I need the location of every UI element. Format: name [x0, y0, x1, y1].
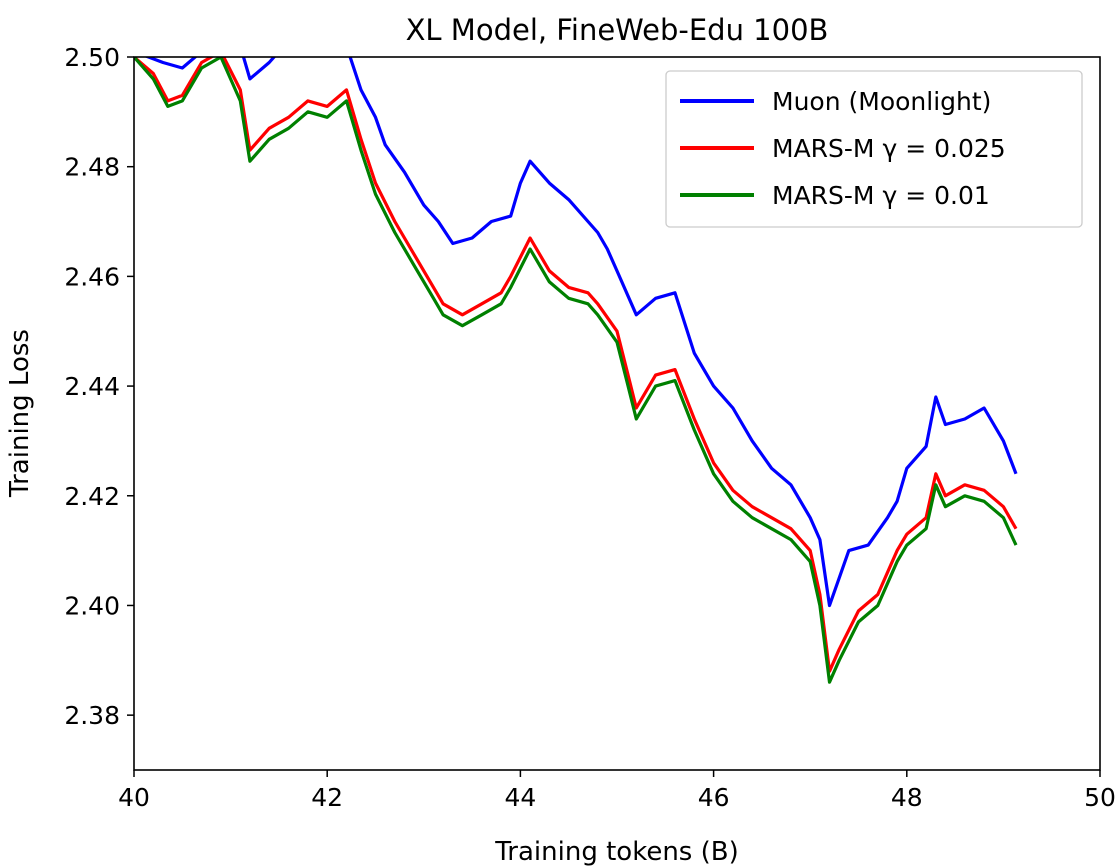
- y-tick-label: 2.44: [64, 372, 120, 401]
- y-tick-label: 2.46: [64, 262, 120, 291]
- y-tick-label: 2.40: [64, 591, 120, 620]
- x-axis-label: Training tokens (B): [494, 837, 739, 867]
- series-line-3: [134, 57, 1018, 684]
- x-tick-label: 46: [698, 783, 730, 812]
- y-tick-label: 2.50: [64, 43, 120, 72]
- chart-title: XL Model, FineWeb-Edu 100B: [406, 13, 829, 47]
- legend-label-3: MARS-M γ = 0.01: [772, 181, 990, 210]
- y-axis-label: Training Loss: [5, 329, 35, 498]
- x-tick-label: 44: [504, 783, 536, 812]
- legend: Muon (Moonlight) MARS-M γ = 0.025 MARS-M γ…: [665, 70, 1083, 228]
- y-axis-ticks: 2.38 2.40 2.42 2.44 2.46 2.48 2.50: [64, 43, 134, 730]
- x-tick-label: 40: [118, 783, 150, 812]
- x-axis-ticks: 40 42 44 46 48 50: [118, 770, 1116, 812]
- legend-box: [665, 70, 1083, 228]
- x-tick-label: 50: [1084, 783, 1116, 812]
- x-tick-label: 42: [311, 783, 343, 812]
- series-line-1: [143, 57, 1018, 608]
- plot-frame: [133, 56, 1101, 771]
- x-tick-label: 48: [891, 783, 923, 812]
- y-tick-label: 2.42: [64, 482, 120, 511]
- y-tick-label: 2.48: [64, 153, 120, 182]
- y-tick-label: 2.38: [64, 701, 120, 730]
- legend-label-1: Muon (Moonlight): [772, 87, 991, 116]
- legend-label-2: MARS-M γ = 0.025: [772, 134, 1006, 163]
- series-line-2: [134, 57, 1018, 673]
- series-lines: [134, 57, 1018, 684]
